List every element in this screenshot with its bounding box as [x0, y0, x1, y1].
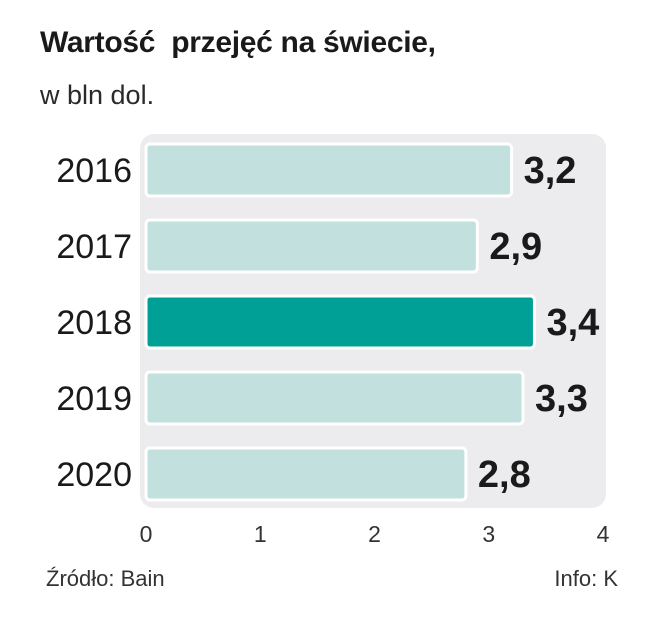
x-tick-0: 0 — [140, 521, 153, 547]
x-tick-3: 3 — [482, 521, 495, 547]
chart-subtitle: w bln dol. — [40, 80, 155, 110]
bar-2018 — [144, 294, 536, 350]
category-label-2019: 2019 — [56, 380, 132, 418]
category-label-2020: 2020 — [56, 456, 132, 494]
category-label-2017: 2017 — [56, 228, 132, 266]
value-label-2019: 3,3 — [535, 378, 588, 420]
value-label-2017: 2,9 — [489, 226, 542, 268]
credit-note: Info: K — [554, 566, 618, 591]
category-label-2016: 2016 — [56, 152, 132, 190]
bar-2019 — [144, 370, 525, 426]
x-tick-1: 1 — [254, 521, 267, 547]
category-label-2018: 2018 — [56, 304, 132, 342]
bar-2020 — [144, 446, 468, 502]
value-label-2018: 3,4 — [546, 302, 599, 344]
x-tick-4: 4 — [597, 521, 610, 547]
chart-title: Wartość przejęć na świecie, — [40, 26, 436, 59]
value-label-2016: 3,2 — [524, 150, 577, 192]
value-label-2020: 2,8 — [478, 454, 531, 496]
bar-2017 — [144, 218, 479, 274]
source-note: Źródło: Bain — [46, 566, 165, 591]
x-tick-2: 2 — [368, 521, 381, 547]
bar-2016 — [144, 142, 514, 198]
